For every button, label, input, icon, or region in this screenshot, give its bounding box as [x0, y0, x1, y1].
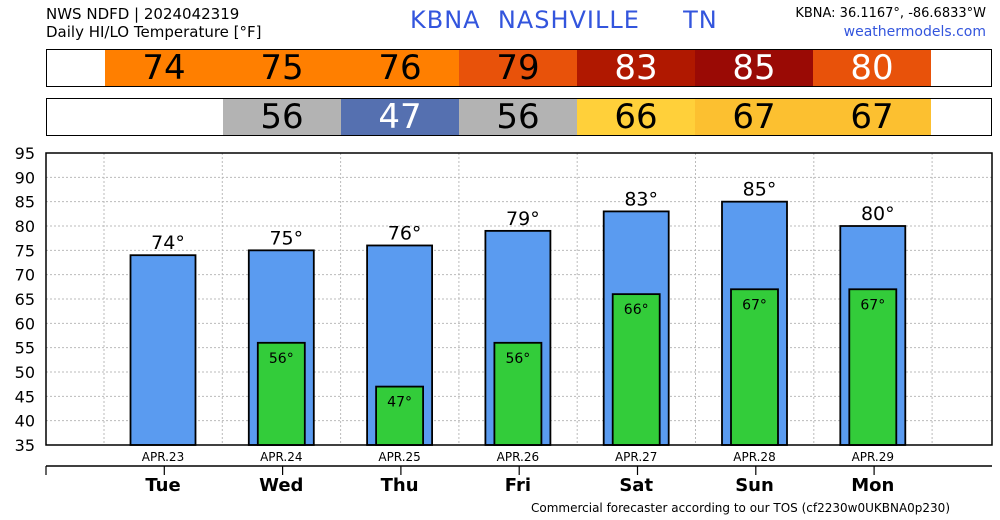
plot-frame	[45, 152, 993, 446]
date-label: APR.24	[260, 450, 302, 464]
y-tick-label: 60	[15, 314, 35, 333]
low-temp-cell: 56	[459, 97, 577, 137]
low-temp-label: 67°	[742, 297, 767, 313]
date-label: APR.23	[142, 450, 184, 464]
high-temp-label: 79°	[506, 208, 540, 230]
high-temp-label: 80°	[861, 203, 895, 225]
high-temp-strip: 74 75 76 79 83 85 80	[46, 48, 992, 88]
day-label: Wed	[259, 475, 303, 496]
date-label: APR.25	[378, 450, 420, 464]
chart-subtitle: Daily HI/LO Temperature [°F]	[46, 23, 262, 41]
low-temp-label: 67°	[860, 297, 885, 313]
high-temp-cell: 79	[459, 48, 577, 88]
y-tick-label: 75	[15, 241, 35, 260]
low-temp-label: 56°	[505, 351, 530, 367]
high-temp-cell: 80	[813, 48, 931, 88]
low-temp-bar	[848, 288, 898, 446]
date-label: APR.28	[733, 450, 775, 464]
high-temp-label: 85°	[743, 179, 777, 201]
low-temp-label: 66°	[624, 302, 649, 318]
y-tick-label: 90	[15, 168, 35, 187]
day-label: Thu	[381, 475, 419, 496]
high-temp-bar	[129, 254, 197, 446]
y-tick-label: 80	[15, 217, 35, 236]
y-tick-label: 55	[15, 339, 35, 358]
station-state: TN	[683, 6, 718, 34]
y-tick-label: 65	[15, 290, 35, 309]
product-title: NWS NDFD | 2024042319	[46, 5, 240, 23]
date-label: APR.27	[615, 450, 657, 464]
date-label: APR.26	[497, 450, 539, 464]
station-coordinates: KBNA: 36.1167°, -86.6833°W	[795, 6, 986, 21]
date-label: APR.29	[852, 450, 894, 464]
site-link[interactable]: weathermodels.com	[843, 24, 986, 40]
station-city: NASHVILLE	[497, 6, 640, 34]
station-id: KBNA	[410, 6, 481, 34]
high-temp-cell: 74	[105, 48, 223, 88]
day-label: Sun	[735, 475, 774, 496]
station-title: KBNA NASHVILLE TN	[410, 6, 718, 34]
low-temp-cell: 47	[341, 97, 459, 137]
high-temp-label: 75°	[269, 227, 303, 249]
y-tick-label: 35	[15, 436, 35, 455]
low-temp-label: 47°	[387, 395, 412, 411]
low-temp-cell	[105, 99, 223, 135]
low-temp-cell: 67	[813, 97, 931, 137]
day-label: Sat	[619, 475, 653, 496]
footer-note: Commercial forecaster according to our T…	[530, 501, 950, 515]
day-label: Tue	[145, 475, 180, 496]
y-tick-label: 45	[15, 387, 35, 406]
y-tick-label: 95	[15, 144, 35, 163]
high-temp-cell: 76	[341, 48, 459, 88]
low-temp-bar	[375, 385, 425, 446]
low-temp-cell: 56	[223, 97, 341, 137]
low-temp-cell: 66	[577, 97, 695, 137]
low-temp-strip: 56 47 56 66 67 67	[46, 97, 992, 137]
low-temp-cell: 67	[695, 97, 813, 137]
y-tick-label: 70	[15, 266, 35, 285]
day-label: Mon	[851, 475, 894, 496]
high-temp-label: 76°	[388, 222, 422, 244]
y-tick-label: 50	[15, 363, 35, 382]
low-temp-label: 56°	[269, 351, 294, 367]
high-temp-label: 83°	[624, 188, 658, 210]
high-temp-cell: 85	[695, 48, 813, 88]
high-temp-cell: 75	[223, 48, 341, 88]
high-temp-cell: 83	[577, 48, 695, 88]
day-label: Fri	[505, 475, 531, 496]
y-tick-label: 85	[15, 193, 35, 212]
y-tick-label: 40	[15, 412, 35, 431]
high-temp-label: 74°	[151, 232, 185, 254]
